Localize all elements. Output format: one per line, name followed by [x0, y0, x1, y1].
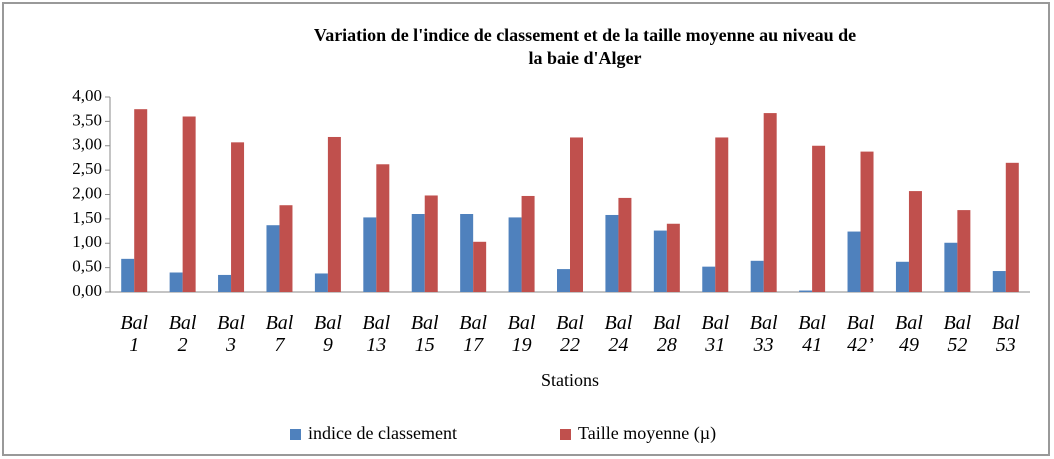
bar [363, 217, 377, 292]
bar [763, 113, 777, 293]
bar [314, 273, 328, 292]
bar [957, 210, 971, 292]
bar [473, 241, 487, 292]
bar [653, 230, 667, 292]
y-tick-label: 1,50 [72, 208, 102, 227]
bar [944, 242, 958, 292]
bar [847, 231, 861, 292]
legend-swatch [560, 429, 571, 440]
x-tick-label: Bal 52 [943, 312, 972, 356]
legend-label: Taille moyenne (µ) [578, 423, 716, 444]
y-tick-label: 1,00 [72, 232, 102, 251]
bar [666, 223, 680, 292]
bar [134, 109, 148, 292]
x-tick-label: Bal 17 [459, 312, 488, 356]
bar [121, 258, 135, 292]
x-tick-label: Bal 53 [991, 312, 1020, 356]
x-tick-label: Bal 42’ [846, 312, 875, 356]
bar [860, 151, 874, 292]
bar [231, 142, 245, 292]
x-tick-label: Bal 1 [120, 312, 149, 356]
x-tick-label: Bal 3 [217, 312, 245, 356]
x-tick-label: Bal 22 [556, 312, 584, 356]
bar [895, 261, 909, 292]
bar [1005, 162, 1019, 292]
x-tick-label: Bal 31 [701, 312, 730, 356]
bar [570, 137, 583, 292]
legend-swatch [290, 429, 301, 440]
bar [702, 266, 716, 292]
x-tick-label: Bal 28 [652, 312, 681, 356]
x-tick-label: Bal 15 [410, 312, 439, 356]
bar [460, 214, 474, 292]
bar [715, 137, 729, 292]
y-tick-label: 3,50 [72, 110, 102, 129]
bar [750, 260, 764, 292]
bar [618, 197, 632, 292]
bar [376, 164, 390, 292]
bar [169, 272, 183, 292]
bar [182, 116, 196, 292]
x-tick-label: Bal 19 [507, 312, 536, 356]
bar [279, 205, 293, 292]
x-tick-label: Bal 2 [168, 312, 197, 356]
bar [521, 195, 535, 292]
y-tick-label: 4,00 [72, 86, 102, 105]
x-tick-label: Bal 24 [604, 312, 633, 356]
bar [605, 214, 619, 292]
bar [411, 214, 425, 292]
bar [424, 195, 438, 292]
x-tick-label: Bal 41 [798, 312, 826, 356]
y-tick-label: 0,50 [72, 257, 102, 276]
bar [557, 269, 570, 292]
legend-label: indice de classement [308, 423, 457, 443]
chart-title: Variation de l'indice de classement et d… [314, 25, 856, 45]
x-tick-label: Bal 13 [362, 312, 391, 356]
y-tick-label: 2,50 [72, 159, 102, 178]
x-tick-label: Bal 49 [895, 312, 923, 356]
x-tick-label: Bal 33 [749, 312, 778, 356]
bar [908, 191, 922, 292]
chart-title: la baie d'Alger [529, 48, 642, 68]
bar [218, 274, 232, 292]
y-tick-label: 0,00 [72, 281, 102, 300]
bar [799, 290, 813, 292]
bar [508, 217, 522, 292]
bar [327, 136, 341, 292]
bar [812, 145, 826, 292]
bar [266, 225, 280, 292]
x-axis-label: Stations [541, 370, 599, 390]
x-tick-label: Bal 9 [313, 312, 342, 356]
y-tick-label: 2,00 [72, 183, 102, 202]
x-tick-label: Bal 7 [265, 312, 294, 356]
y-tick-label: 3,00 [72, 135, 102, 154]
bar [992, 271, 1006, 292]
